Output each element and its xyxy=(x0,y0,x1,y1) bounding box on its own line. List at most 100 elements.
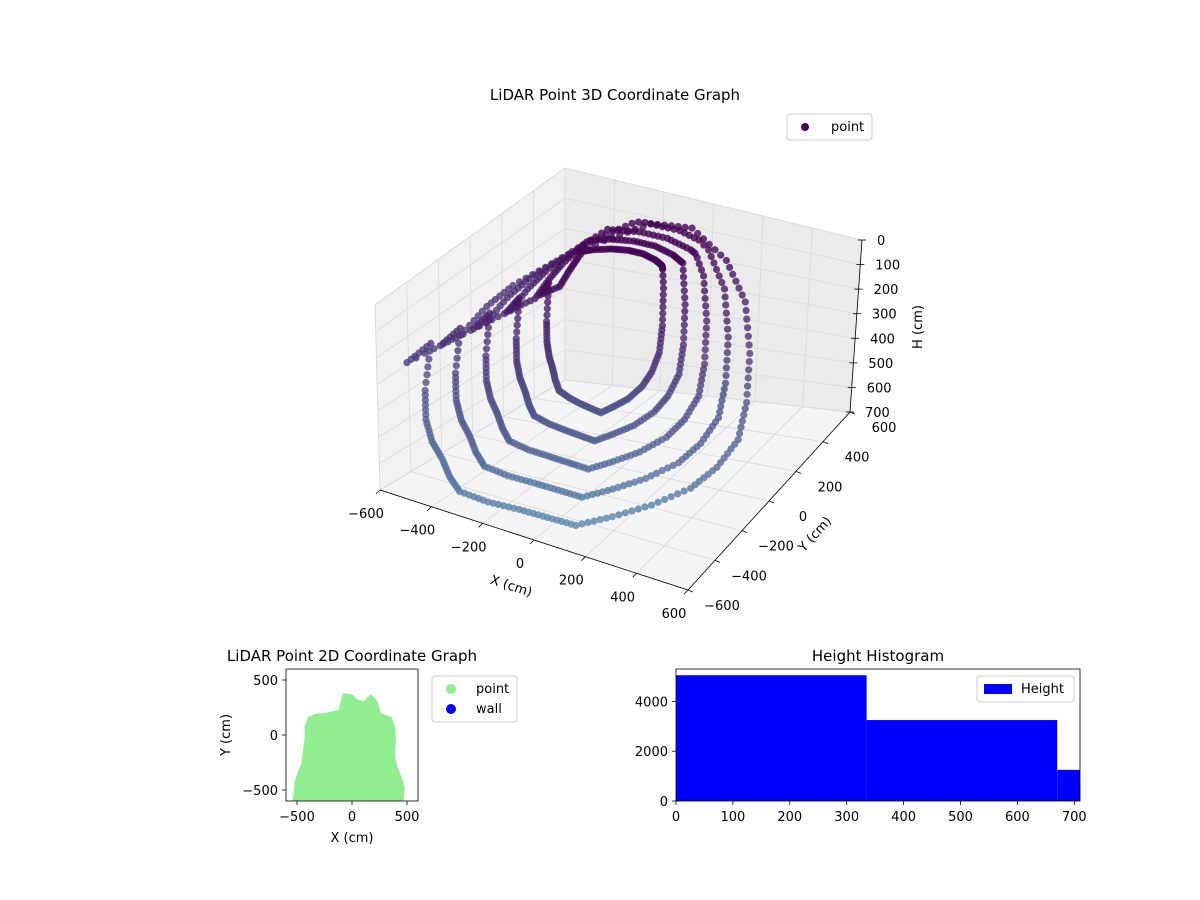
histogram-title: Height Histogram xyxy=(812,647,944,665)
data-point xyxy=(515,294,523,302)
data-point xyxy=(483,338,491,346)
data-point xyxy=(680,321,688,329)
data-point xyxy=(700,241,708,249)
data-point xyxy=(478,307,486,315)
data-point xyxy=(609,485,617,493)
data-point xyxy=(636,476,644,484)
data-point xyxy=(738,417,747,425)
y-tick-label: −600 xyxy=(704,599,740,614)
data-point xyxy=(737,423,745,431)
x-axis-label-2d: X (cm) xyxy=(331,831,374,846)
data-point xyxy=(702,338,710,347)
data-point xyxy=(720,385,728,393)
grid-line xyxy=(406,282,412,472)
data-point xyxy=(635,228,643,236)
data-point xyxy=(680,287,688,295)
data-point xyxy=(711,246,719,254)
data-point xyxy=(513,328,521,336)
data-point xyxy=(744,324,752,332)
data-point xyxy=(513,321,521,329)
grid-line xyxy=(564,379,851,413)
x-tick-label: 500 xyxy=(395,810,420,825)
data-point xyxy=(740,411,748,419)
z-tick-label: 600 xyxy=(867,381,892,396)
grid-line xyxy=(437,259,443,454)
data-point xyxy=(701,353,709,361)
data-point xyxy=(659,278,667,286)
data-point xyxy=(745,358,753,366)
data-point xyxy=(543,311,551,319)
y-tick-label: −200 xyxy=(758,540,794,555)
data-point xyxy=(604,225,612,233)
data-point xyxy=(545,279,553,287)
data-point xyxy=(688,224,696,232)
data-point xyxy=(735,284,743,292)
data-point xyxy=(738,291,746,299)
grid-line xyxy=(802,227,813,407)
data-point xyxy=(744,382,752,390)
data-point xyxy=(579,247,587,255)
y-tick-mark xyxy=(768,500,775,504)
data-point xyxy=(598,229,606,237)
legend-histogram: Height xyxy=(976,675,1075,703)
histogram-ticks: 0 100 200 300 400 500 600 700 0 2000 4000 xyxy=(635,695,1087,825)
data-point xyxy=(578,520,586,528)
legend-2d-point-label: point xyxy=(476,682,509,697)
grid-line xyxy=(379,349,566,464)
data-point xyxy=(736,429,744,437)
data-point xyxy=(621,509,630,517)
ticks-2d: −500 0 500 −500 0 500 xyxy=(242,674,419,825)
grid-line xyxy=(564,349,852,388)
data-point xyxy=(659,272,667,280)
data-point xyxy=(679,273,688,281)
data-point xyxy=(729,270,737,278)
data-point xyxy=(715,272,723,280)
data-point xyxy=(455,339,463,347)
data-point xyxy=(734,436,742,444)
data-point xyxy=(514,314,522,322)
data-point xyxy=(722,372,730,380)
data-point xyxy=(427,339,435,347)
data-point xyxy=(724,333,732,341)
histogram-bar xyxy=(866,720,1058,801)
data-point xyxy=(721,379,730,387)
data-point xyxy=(710,259,718,267)
x-axis-label-3d: X (cm) xyxy=(488,573,534,601)
data-point xyxy=(722,364,731,372)
data-point xyxy=(590,517,598,525)
data-point xyxy=(658,322,667,330)
data-point xyxy=(596,516,604,524)
data-point xyxy=(741,405,749,413)
data-point xyxy=(456,324,464,332)
data-point xyxy=(620,482,628,490)
legend-histogram-box xyxy=(976,675,1075,703)
x-tick-label: −400 xyxy=(399,524,435,539)
data-point xyxy=(423,371,431,379)
grid-line xyxy=(612,179,615,386)
x-tick-label: 200 xyxy=(777,810,802,825)
data-point xyxy=(614,226,622,234)
data-point xyxy=(680,327,688,336)
data-point xyxy=(512,335,520,343)
data-point xyxy=(482,352,490,360)
data-point xyxy=(484,331,492,339)
data-point xyxy=(721,293,729,301)
data-point xyxy=(474,312,482,320)
data-point xyxy=(679,341,688,349)
y-tick-label: 0 xyxy=(270,729,278,744)
data-point xyxy=(681,307,689,315)
data-point xyxy=(746,349,754,358)
data-point xyxy=(722,301,730,309)
data-point xyxy=(628,507,636,515)
y-tick-mark xyxy=(687,589,694,593)
data-point xyxy=(647,501,656,509)
data-point xyxy=(421,386,429,394)
data-point xyxy=(743,398,751,407)
y-tick-label: 4000 xyxy=(635,695,668,710)
y-tick-label: −400 xyxy=(731,569,767,584)
legend-3d-box xyxy=(786,113,873,141)
z-axis-line xyxy=(849,239,863,413)
data-point xyxy=(720,285,729,293)
data-point xyxy=(647,220,655,228)
y-tick-mark xyxy=(822,441,829,445)
